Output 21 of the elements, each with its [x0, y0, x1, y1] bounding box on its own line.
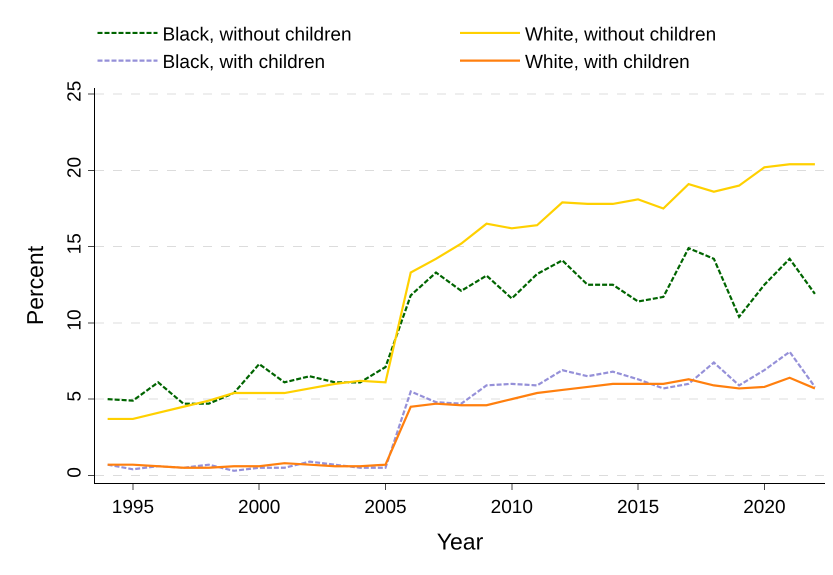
x-tick-label: 2020 [743, 496, 786, 518]
x-tick-label: 2015 [616, 496, 660, 518]
x-axis-title: Year [436, 528, 484, 554]
legend-label: Black, without children [162, 24, 352, 46]
legend-label: Black, with children [162, 52, 326, 74]
y-tick-label: 0 [64, 467, 86, 478]
x-tick-label: 2010 [490, 496, 533, 518]
line-series [106, 163, 816, 420]
x-tick-label: 2000 [238, 496, 280, 518]
line-series [106, 247, 816, 405]
y-tick-label: 25 [64, 80, 86, 102]
y-tick-label: 10 [64, 309, 86, 331]
line-series [106, 376, 816, 469]
legend-label: White, without children [525, 24, 716, 46]
legend-label: White, with children [525, 52, 690, 74]
y-axis-title: Percent [22, 245, 48, 326]
x-tick-label: 1995 [112, 496, 154, 518]
x-tick-label: 2005 [364, 496, 407, 518]
y-tick-label: 5 [64, 390, 86, 402]
y-tick-label: 15 [64, 233, 86, 254]
y-tick-label: 20 [64, 156, 86, 178]
